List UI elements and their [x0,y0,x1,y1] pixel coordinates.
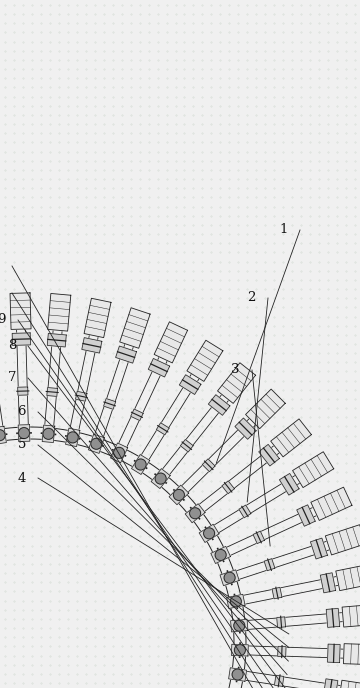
Polygon shape [18,424,30,442]
Polygon shape [12,333,31,345]
Polygon shape [199,524,219,542]
Polygon shape [131,455,150,475]
Polygon shape [10,293,31,330]
Circle shape [67,432,78,443]
Polygon shape [187,341,223,381]
Polygon shape [156,422,169,435]
Circle shape [234,620,245,631]
Polygon shape [116,346,136,363]
Polygon shape [211,546,230,563]
Text: 1: 1 [280,224,288,237]
Polygon shape [120,308,150,348]
Text: 5: 5 [18,438,26,451]
Text: 3: 3 [231,363,240,376]
Polygon shape [336,564,360,590]
Polygon shape [222,481,234,494]
Polygon shape [48,294,71,331]
Circle shape [230,596,241,607]
Polygon shape [47,334,66,347]
Circle shape [135,459,146,470]
Polygon shape [220,570,239,585]
Polygon shape [253,531,265,544]
Circle shape [234,645,246,656]
Circle shape [155,473,166,484]
Polygon shape [227,594,245,609]
Polygon shape [343,644,360,665]
Polygon shape [271,419,311,457]
Circle shape [174,489,184,500]
Polygon shape [297,505,315,526]
Text: 7: 7 [8,372,16,385]
Polygon shape [293,452,334,488]
Text: 6: 6 [18,405,26,418]
Polygon shape [279,473,299,495]
Polygon shape [148,358,170,377]
Circle shape [114,447,125,458]
Polygon shape [131,409,143,420]
Polygon shape [82,338,102,353]
Polygon shape [154,322,188,363]
Polygon shape [311,487,352,520]
Polygon shape [229,668,247,681]
Text: 8: 8 [8,339,16,352]
Polygon shape [231,644,248,656]
Polygon shape [66,428,80,447]
Polygon shape [342,604,360,627]
Polygon shape [328,644,340,663]
Circle shape [232,669,243,680]
Circle shape [18,427,30,438]
Circle shape [215,550,226,561]
Polygon shape [169,485,189,505]
Polygon shape [18,387,28,395]
Polygon shape [151,469,170,488]
Circle shape [204,528,215,539]
Polygon shape [208,395,230,416]
Circle shape [91,438,102,449]
Polygon shape [259,444,279,466]
Polygon shape [42,425,55,442]
Polygon shape [264,559,275,570]
Polygon shape [104,398,116,409]
Polygon shape [89,434,104,453]
Polygon shape [239,505,251,518]
Polygon shape [246,389,285,429]
Polygon shape [179,375,201,394]
Circle shape [0,430,5,441]
Circle shape [190,508,201,519]
Polygon shape [277,617,285,627]
Polygon shape [326,608,340,627]
Text: 9: 9 [0,314,6,327]
Polygon shape [310,538,328,559]
Polygon shape [235,418,256,439]
Polygon shape [323,679,338,688]
Polygon shape [272,588,282,599]
Polygon shape [84,299,111,338]
Circle shape [43,429,54,440]
Polygon shape [320,573,336,593]
Circle shape [224,572,235,583]
Polygon shape [0,427,6,444]
Polygon shape [185,504,205,523]
Polygon shape [274,676,284,687]
Polygon shape [180,440,193,452]
Polygon shape [339,680,360,688]
Polygon shape [202,459,215,472]
Polygon shape [111,443,128,463]
Polygon shape [325,525,360,555]
Polygon shape [47,387,58,396]
Text: 2: 2 [248,292,256,305]
Text: 4: 4 [18,471,26,484]
Polygon shape [76,391,87,401]
Polygon shape [217,363,256,403]
Polygon shape [231,619,248,632]
Polygon shape [278,647,286,657]
